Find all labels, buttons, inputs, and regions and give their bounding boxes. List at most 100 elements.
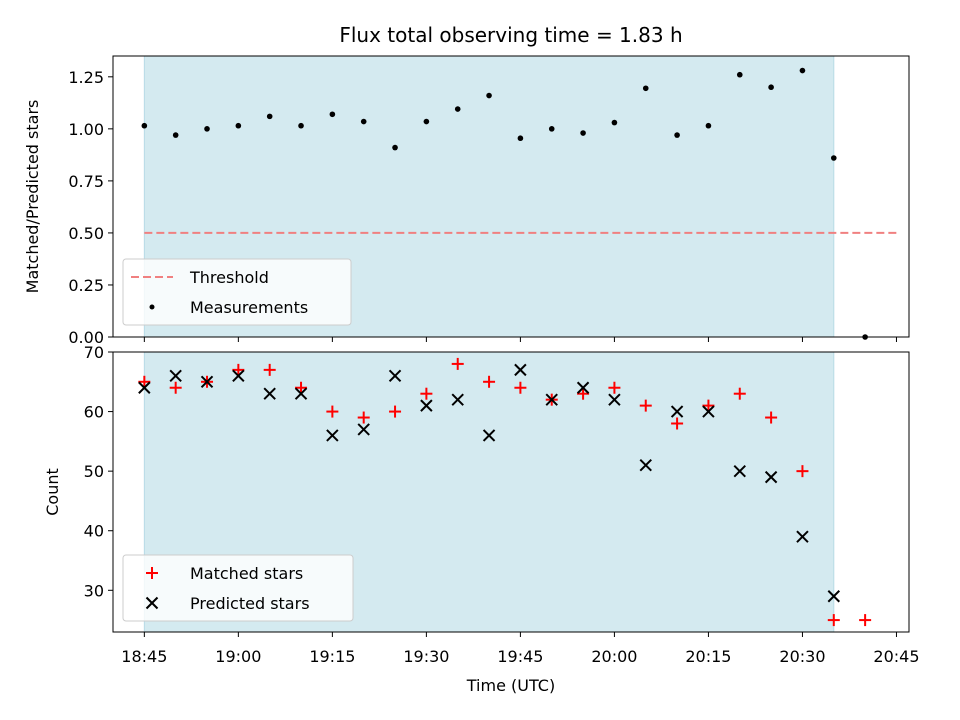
cross-b [451,393,464,406]
count-legend: Matched stars Predicted stars [122,554,354,622]
count-y-axis-label: Count [43,468,62,516]
legend-plus-marker [146,567,158,579]
matched-star-point [483,375,496,388]
y-tick-label: 0.50 [68,224,104,243]
measurement-point [141,122,148,129]
measurement-points [141,67,868,340]
matched-star-point [169,381,182,394]
legend-threshold-label: Threshold [189,268,269,287]
y-tick-label: 0.25 [68,276,104,295]
predicted-star-point [169,369,182,383]
predicted-star-point [796,530,809,543]
x-tick-label: 19:30 [403,647,449,666]
predicted-star-point [326,429,339,442]
y-tick-label: 30 [84,581,104,600]
matched-star-point [263,363,276,376]
cross-b [796,530,809,543]
measurement-point [423,118,430,125]
y-tick-label: 0.75 [68,172,104,191]
cross-b [232,369,245,383]
y-tick-label: 50 [84,462,104,481]
measurement-point [298,122,304,129]
ratio-y-ticks: 0.00 0.25 0.50 0.75 1.00 1.25 [68,68,113,347]
x-tick-label: 19:15 [309,647,355,666]
matched-star-point [765,411,778,424]
predicted-star-point [545,393,558,406]
x-tick-label: 19:45 [497,647,543,666]
measurement-point [235,122,242,129]
cross-b [169,369,182,383]
measurement-point [517,135,524,142]
x-tick-label: 20:00 [591,647,637,666]
predicted-star-point [827,590,840,603]
legend-predicted-label: Predicted stars [190,594,310,613]
matched-star-point [608,381,621,394]
measurement-point [580,130,586,136]
ratio-legend: Threshold Measurements [122,258,352,326]
measurement-point [172,132,179,138]
count-panel: 30 40 50 60 70 18:45 19:00 19:15 19:30 19:45 20:0… [43,343,920,695]
cross-b [545,393,558,406]
cross-b [357,423,370,436]
measurement-point [830,155,837,161]
cross-b [200,375,214,388]
legend-matched-label: Matched stars [190,564,303,583]
matched-star-point [733,387,746,400]
predicted-star-point [357,423,370,436]
cross-b [263,387,276,400]
matched-star-point [514,381,527,394]
count-legend-box [122,554,354,622]
ratio-panel: 0.00 0.25 0.50 0.75 1.00 1.25 Matched/Predict… [23,55,910,347]
predicted-star-point [670,405,684,418]
matched-star-point [671,417,684,430]
cross-b [294,387,308,400]
predicted-star-point [576,381,590,394]
cross-b [764,470,778,484]
measurement-point [486,92,492,99]
measurement-point [454,106,461,112]
matched-star-point [357,411,370,424]
y-tick-label: 0.00 [68,328,104,347]
predicted-star-point [294,387,308,400]
x-tick-label: 18:45 [121,647,167,666]
legend-measurement-swatch [149,304,155,310]
matched-star-point [138,375,151,388]
measurement-point [799,67,806,74]
x-axis-label: Time (UTC) [466,676,555,695]
predicted-star-point [608,393,621,406]
ratio-axes-frame [112,55,910,338]
cross-b [576,381,590,394]
count-axes-frame [112,351,910,633]
measurement-point [642,85,649,92]
legend-matched-swatch [146,567,158,579]
x-tick-label: 20:45 [873,647,919,666]
x-tick-label: 20:15 [685,647,731,666]
y-tick-label: 40 [84,522,104,541]
legend-predicted-swatch [145,596,159,610]
predicted-star-point [702,405,715,418]
cross-b [138,381,151,394]
cross-b [827,590,840,603]
count-x-ticks: 18:45 19:00 19:15 19:30 19:45 20:00 20:15 20:30… [121,632,920,666]
cross-b [733,464,746,478]
observing-span [143,351,835,633]
matched-star-point [639,399,652,412]
x-tick-label: 20:30 [779,647,825,666]
count-points [138,357,872,627]
chart-title: Flux total observing time = 1.83 h [339,23,682,47]
measurement-point [736,71,743,78]
matched-star-point [389,405,402,418]
predicted-star-point [388,369,402,383]
matched-star-point [577,387,590,400]
measurement-point [611,119,618,126]
legend-cross-marker [145,596,159,610]
predicted-star-point [420,399,433,412]
matched-star-point [295,381,308,394]
predicted-star-point [764,470,778,484]
cross-b [482,429,496,442]
matched-star-point [827,614,840,627]
cross-b [514,363,527,377]
predicted-star-point [639,458,652,472]
measurement-point [204,126,210,132]
